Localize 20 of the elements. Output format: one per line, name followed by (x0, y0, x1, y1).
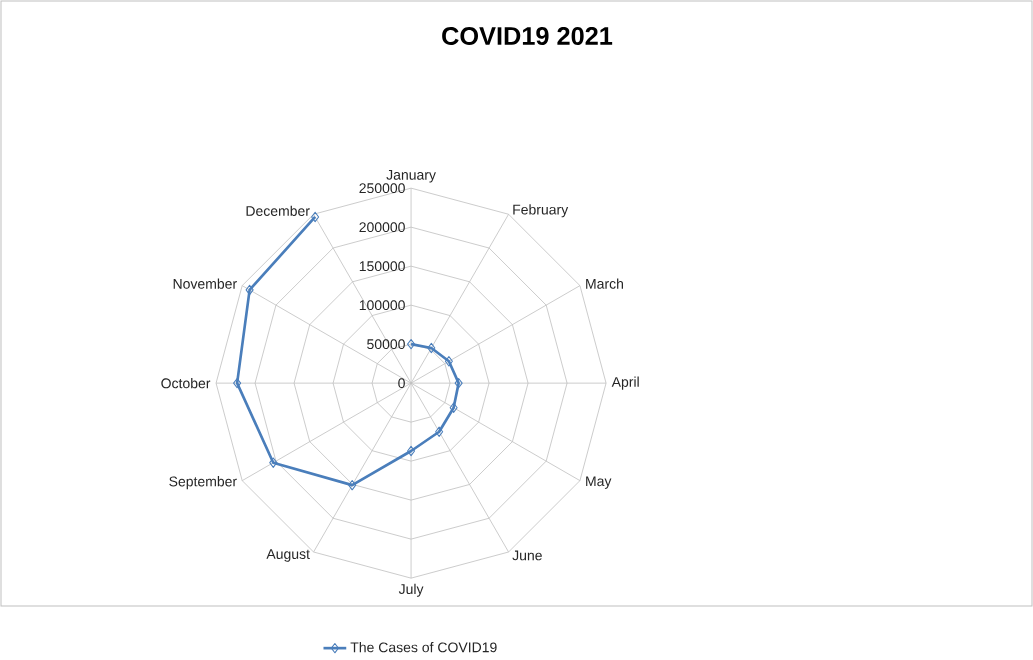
spoke-label: April (611, 376, 639, 390)
spoke-label: February (513, 204, 569, 218)
y-tick-label: 150000 (359, 261, 405, 272)
spoke-label: June (512, 550, 542, 561)
spoke-label: March (586, 278, 623, 289)
y-tick-label: 250000 (359, 183, 405, 194)
legend-label: The Cases of COVID19 (350, 642, 497, 653)
spoke-label: July (398, 583, 424, 597)
spoke-label: October (161, 378, 211, 389)
spoke-label: December (246, 205, 310, 217)
y-tick-label: 50000 (367, 339, 405, 350)
y-tick-label: 0 (398, 378, 405, 389)
y-tick-label: 200000 (359, 222, 405, 233)
chart-title: COVID19 2021 (442, 27, 613, 46)
y-tick-label: 100000 (359, 300, 405, 311)
spoke-label: November (173, 278, 237, 289)
spoke-label: September (169, 476, 237, 490)
spoke-label: May (586, 476, 612, 490)
spoke-label: August (266, 549, 310, 562)
spoke-label: January (386, 170, 436, 183)
